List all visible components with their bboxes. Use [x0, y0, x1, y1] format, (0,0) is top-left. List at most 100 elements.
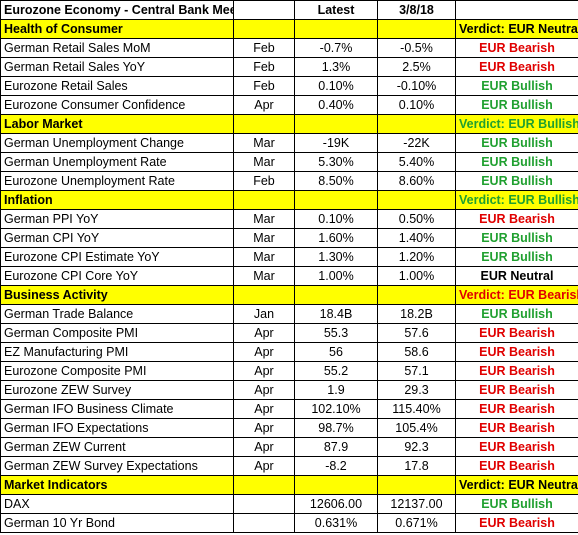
previous-value: 0.671% — [377, 513, 456, 533]
table-row: German IFO Expectations Apr 98.7% 105.4% EUR… — [0, 418, 578, 438]
indicator-period: Apr — [233, 323, 295, 343]
header-previous: 3/8/18 — [377, 0, 456, 20]
latest-value: 12606.00 — [294, 494, 378, 514]
latest-value: 1.9 — [294, 380, 378, 400]
table-row: Eurozone ZEW Survey Apr 1.9 29.3 EUR Bearish — [0, 380, 578, 400]
section-empty-cell — [294, 285, 378, 305]
section-empty-cell — [377, 19, 456, 39]
latest-value: 1.3% — [294, 57, 378, 77]
previous-value: 5.40% — [377, 152, 456, 172]
section-verdict: Verdict: EUR Bullish — [455, 190, 578, 210]
previous-value: 0.50% — [377, 209, 456, 229]
indicator-period: Feb — [233, 57, 295, 77]
latest-value: -19K — [294, 133, 378, 153]
indicator-period: Apr — [233, 95, 295, 115]
table-row: German CPI YoY Mar 1.60% 1.40% EUR Bullish — [0, 228, 578, 248]
table-title: Eurozone Economy - Central Bank Meeting — [0, 0, 234, 20]
section-verdict: Verdict: EUR Bearish — [455, 285, 578, 305]
indicator-name: German ZEW Current — [0, 437, 234, 457]
previous-value: 8.60% — [377, 171, 456, 191]
row-verdict: EUR Bearish — [455, 418, 578, 438]
indicator-period — [233, 494, 295, 514]
section-empty-cell — [233, 475, 295, 495]
indicator-period: Apr — [233, 418, 295, 438]
previous-value: -0.5% — [377, 38, 456, 58]
indicator-name: German Retail Sales YoY — [0, 57, 234, 77]
indicator-period: Apr — [233, 380, 295, 400]
table-row: Eurozone Retail Sales Feb 0.10% -0.10% EUR B… — [0, 76, 578, 96]
row-verdict: EUR Bullish — [455, 494, 578, 514]
section-header-row: Market Indicators Verdict: EUR Neutral — [0, 475, 578, 495]
latest-value: 98.7% — [294, 418, 378, 438]
section-header-row: Labor Market Verdict: EUR Bullish — [0, 114, 578, 134]
table-row: EZ Manufacturing PMI Apr 56 58.6 EUR Bearish — [0, 342, 578, 362]
previous-value: -22K — [377, 133, 456, 153]
indicator-name: DAX — [0, 494, 234, 514]
indicator-name: Eurozone Composite PMI — [0, 361, 234, 381]
previous-value: 58.6 — [377, 342, 456, 362]
table-row: Eurozone Unemployment Rate Feb 8.50% 8.60% E… — [0, 171, 578, 191]
previous-value: 12137.00 — [377, 494, 456, 514]
table-row: Eurozone CPI Core YoY Mar 1.00% 1.00% EUR Ne… — [0, 266, 578, 286]
indicator-name: German CPI YoY — [0, 228, 234, 248]
section-title: Business Activity — [0, 285, 234, 305]
section-empty-cell — [294, 475, 378, 495]
table-row: Eurozone CPI Estimate YoY Mar 1.30% 1.20% EU… — [0, 247, 578, 267]
latest-value: 5.30% — [294, 152, 378, 172]
section-header-row: Health of Consumer Verdict: EUR Neutral — [0, 19, 578, 39]
previous-value: 1.40% — [377, 228, 456, 248]
row-verdict: EUR Bearish — [455, 437, 578, 457]
table-row: German ZEW Current Apr 87.9 92.3 EUR Bearish — [0, 437, 578, 457]
previous-value: 0.10% — [377, 95, 456, 115]
section-empty-cell — [377, 475, 456, 495]
latest-value: 1.00% — [294, 266, 378, 286]
indicator-name: German Unemployment Rate — [0, 152, 234, 172]
latest-value: 87.9 — [294, 437, 378, 457]
indicator-period: Mar — [233, 209, 295, 229]
indicator-name: German IFO Expectations — [0, 418, 234, 438]
section-title: Market Indicators — [0, 475, 234, 495]
row-verdict: EUR Bullish — [455, 304, 578, 324]
row-verdict: EUR Bearish — [455, 380, 578, 400]
row-verdict: EUR Neutral — [455, 266, 578, 286]
row-verdict: EUR Bullish — [455, 247, 578, 267]
table-row: German Unemployment Rate Mar 5.30% 5.40% EUR… — [0, 152, 578, 172]
previous-value: 18.2B — [377, 304, 456, 324]
indicator-period — [233, 513, 295, 533]
previous-value: 29.3 — [377, 380, 456, 400]
table-row: German Trade Balance Jan 18.4B 18.2B EUR Bul… — [0, 304, 578, 324]
previous-value: 57.6 — [377, 323, 456, 343]
previous-value: -0.10% — [377, 76, 456, 96]
indicator-name: German Retail Sales MoM — [0, 38, 234, 58]
row-verdict: EUR Bearish — [455, 38, 578, 58]
indicator-name: Eurozone ZEW Survey — [0, 380, 234, 400]
row-verdict: EUR Bearish — [455, 513, 578, 533]
section-title: Health of Consumer — [0, 19, 234, 39]
indicator-period: Mar — [233, 247, 295, 267]
section-verdict: Verdict: EUR Neutral — [455, 19, 578, 39]
section-empty-cell — [294, 114, 378, 134]
indicator-name: German IFO Business Climate — [0, 399, 234, 419]
indicator-period: Apr — [233, 342, 295, 362]
indicator-period: Mar — [233, 152, 295, 172]
section-empty-cell — [294, 190, 378, 210]
indicator-period: Apr — [233, 456, 295, 476]
latest-value: 56 — [294, 342, 378, 362]
indicator-period: Apr — [233, 399, 295, 419]
section-empty-cell — [233, 19, 295, 39]
section-title: Inflation — [0, 190, 234, 210]
table-row: German Unemployment Change Mar -19K -22K EUR… — [0, 133, 578, 153]
indicator-period: Mar — [233, 228, 295, 248]
section-verdict: Verdict: EUR Bullish — [455, 114, 578, 134]
section-empty-cell — [377, 285, 456, 305]
previous-value: 105.4% — [377, 418, 456, 438]
latest-value: -0.7% — [294, 38, 378, 58]
indicator-period: Apr — [233, 437, 295, 457]
section-empty-cell — [377, 190, 456, 210]
latest-value: 8.50% — [294, 171, 378, 191]
indicator-name: EZ Manufacturing PMI — [0, 342, 234, 362]
indicator-name: German Composite PMI — [0, 323, 234, 343]
row-verdict: EUR Bearish — [455, 456, 578, 476]
